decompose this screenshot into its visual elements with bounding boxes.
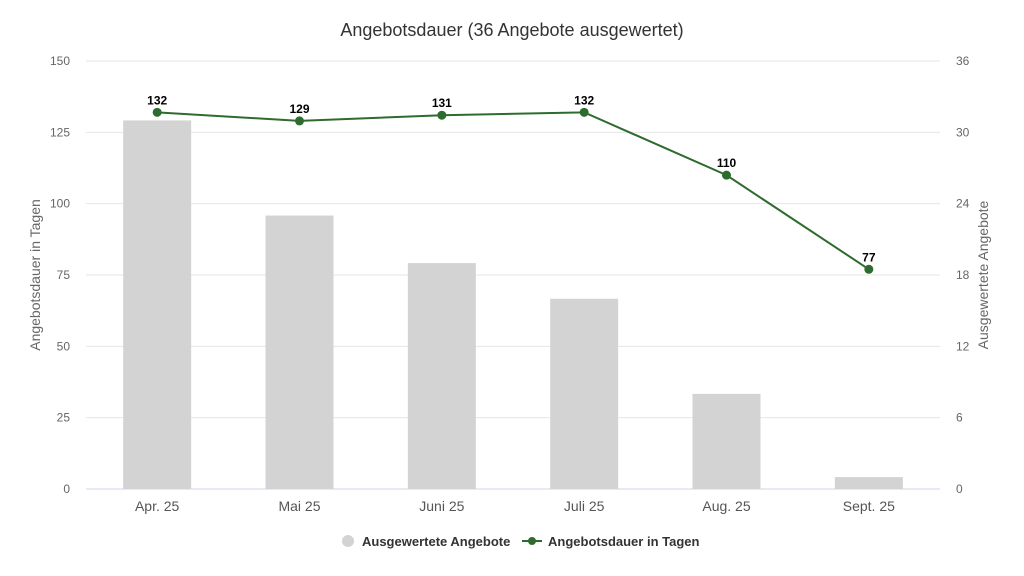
line-point [295,116,304,126]
line-series: 132 129 131 132 110 77 [146,92,877,274]
right-tick-label: 24 [956,197,970,211]
line-point [722,170,731,180]
legend-swatch-bars [342,535,354,547]
bar-apr-25 [123,120,192,489]
data-label: 132 [147,93,167,107]
right-tick-label: 30 [956,125,970,139]
x-tick-label: Sept. 25 [843,498,895,514]
right-tick-label: 18 [956,268,970,282]
right-tick-label: 12 [956,339,970,353]
left-tick-label: 100 [50,197,70,211]
line-point [579,107,589,117]
x-tick-label: Juli 25 [564,498,605,514]
data-label: 131 [432,96,452,110]
data-label: 77 [862,250,876,264]
legend-swatch-line-marker [528,537,536,545]
left-tick-label: 25 [57,411,71,425]
data-label: 132 [574,93,594,107]
right-tick-label: 36 [956,54,970,68]
x-tick-label: Mai 25 [278,498,320,514]
right-axis-label: Ausgewertete Angebote [975,200,991,349]
bar-aug-25 [692,393,761,489]
left-tick-label: 0 [63,482,70,496]
bar-sept-25 [834,477,903,489]
left-tick-label: 150 [50,54,70,68]
right-tick-label: 6 [956,411,963,425]
left-axis-label: Angebotsdauer in Tagen [27,199,43,351]
x-tick-label: Juni 25 [419,498,464,514]
left-tick-label: 75 [57,268,71,282]
bar-juni-25 [407,263,476,489]
bar-series [123,120,903,490]
line-point [864,264,874,274]
gridlines [86,60,940,490]
bar-juli-25 [550,298,619,489]
line-point [437,110,447,120]
data-label: 110 [717,156,737,170]
line-path [157,111,870,271]
left-tick-label: 125 [50,125,70,139]
left-axis-ticks: 0 25 50 75 100 125 150 [50,54,70,496]
data-label: 129 [289,102,309,116]
chart-title: Angebotsdauer (36 Angebote ausgewertet) [340,20,683,40]
x-tick-label: Apr. 25 [135,498,180,514]
x-tick-label: Aug. 25 [702,498,750,514]
line-point [152,107,162,117]
legend-label-bars: Ausgewertete Angebote [362,534,510,549]
legend-item-bars[interactable]: Ausgewertete Angebote [342,534,510,549]
legend: Ausgewertete Angebote Angebotsdauer in T… [342,534,699,549]
bar-mai-25 [265,215,334,490]
right-axis-ticks: 0 6 12 18 24 30 36 [956,54,970,496]
legend-item-line[interactable]: Angebotsdauer in Tagen [522,534,699,549]
x-axis-ticks: Apr. 25 Mai 25 Juni 25 Juli 25 Aug. 25 Sept. … [135,498,895,514]
legend-label-line: Angebotsdauer in Tagen [548,534,699,549]
right-tick-label: 0 [956,482,963,496]
left-tick-label: 50 [57,339,71,353]
